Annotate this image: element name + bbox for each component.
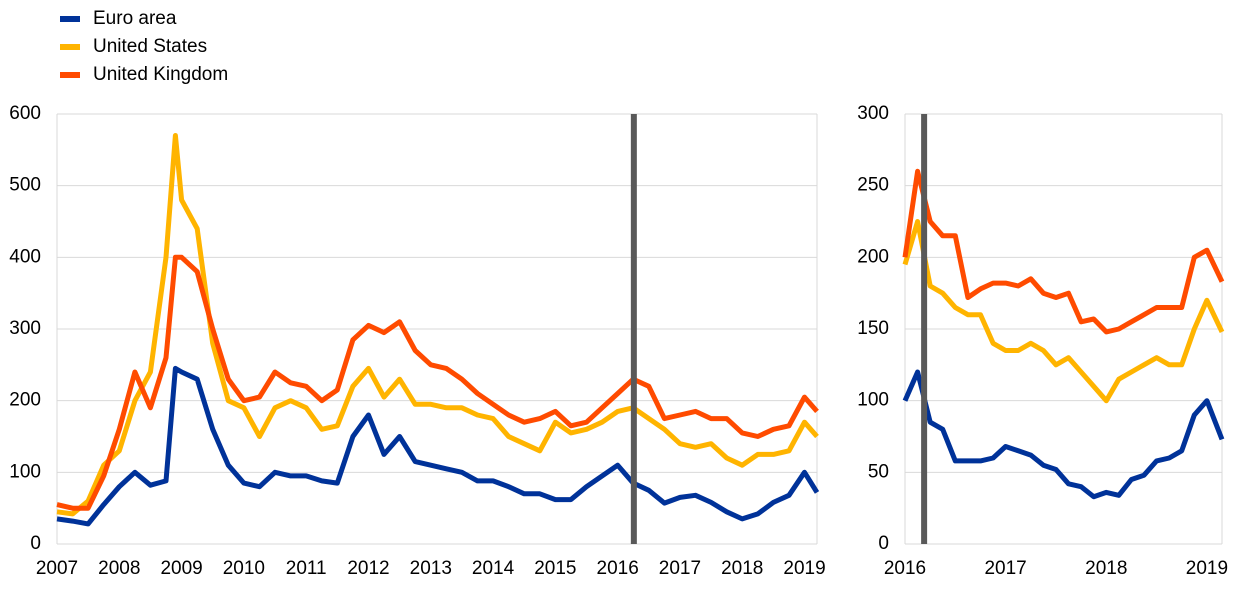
x-tick-label: 2018 bbox=[1085, 558, 1127, 579]
y-tick-label: 300 bbox=[857, 103, 889, 124]
series-line bbox=[56, 133, 819, 517]
x-tick-label: 2013 bbox=[410, 558, 452, 579]
y-tick-label: 500 bbox=[9, 175, 41, 196]
y-tick-label: 200 bbox=[857, 246, 889, 267]
x-tick-label: 2008 bbox=[98, 558, 140, 579]
x-tick-label: 2016 bbox=[597, 558, 639, 579]
y-tick-label: 200 bbox=[9, 390, 41, 411]
x-tick-label: 2018 bbox=[721, 558, 763, 579]
x-tick-label: 2017 bbox=[659, 558, 701, 579]
series-line bbox=[902, 219, 1225, 404]
y-tick-label: 100 bbox=[857, 390, 889, 411]
legend-label: Euro area bbox=[93, 8, 177, 29]
y-tick-label: 300 bbox=[9, 318, 41, 339]
x-tick-label: 2012 bbox=[347, 558, 389, 579]
series-line bbox=[56, 365, 820, 527]
x-tick-label: 2010 bbox=[223, 558, 265, 579]
x-tick-label: 2014 bbox=[472, 558, 515, 579]
legend-label: United States bbox=[93, 36, 207, 57]
legend-label: United Kingdom bbox=[93, 64, 228, 85]
y-tick-label: 100 bbox=[9, 461, 41, 482]
x-tick-label: 2011 bbox=[286, 558, 327, 579]
x-tick-label: 2019 bbox=[783, 558, 825, 579]
x-tick-label: 2015 bbox=[534, 558, 576, 579]
x-tick-label: 2016 bbox=[884, 558, 926, 579]
y-tick-label: 150 bbox=[857, 318, 889, 339]
series-line bbox=[902, 168, 1225, 335]
y-tick-label: 0 bbox=[878, 533, 889, 554]
y-tick-label: 0 bbox=[30, 533, 41, 554]
y-tick-label: 250 bbox=[857, 175, 889, 196]
series-line bbox=[902, 369, 1225, 500]
y-tick-label: 600 bbox=[9, 103, 41, 124]
x-tick-label: 2007 bbox=[36, 558, 78, 579]
x-tick-label: 2019 bbox=[1186, 558, 1228, 579]
y-tick-label: 400 bbox=[9, 246, 41, 267]
x-tick-label: 2017 bbox=[984, 558, 1026, 579]
y-tick-label: 50 bbox=[868, 461, 889, 482]
series-line bbox=[56, 254, 819, 511]
x-tick-label: 2009 bbox=[160, 558, 202, 579]
